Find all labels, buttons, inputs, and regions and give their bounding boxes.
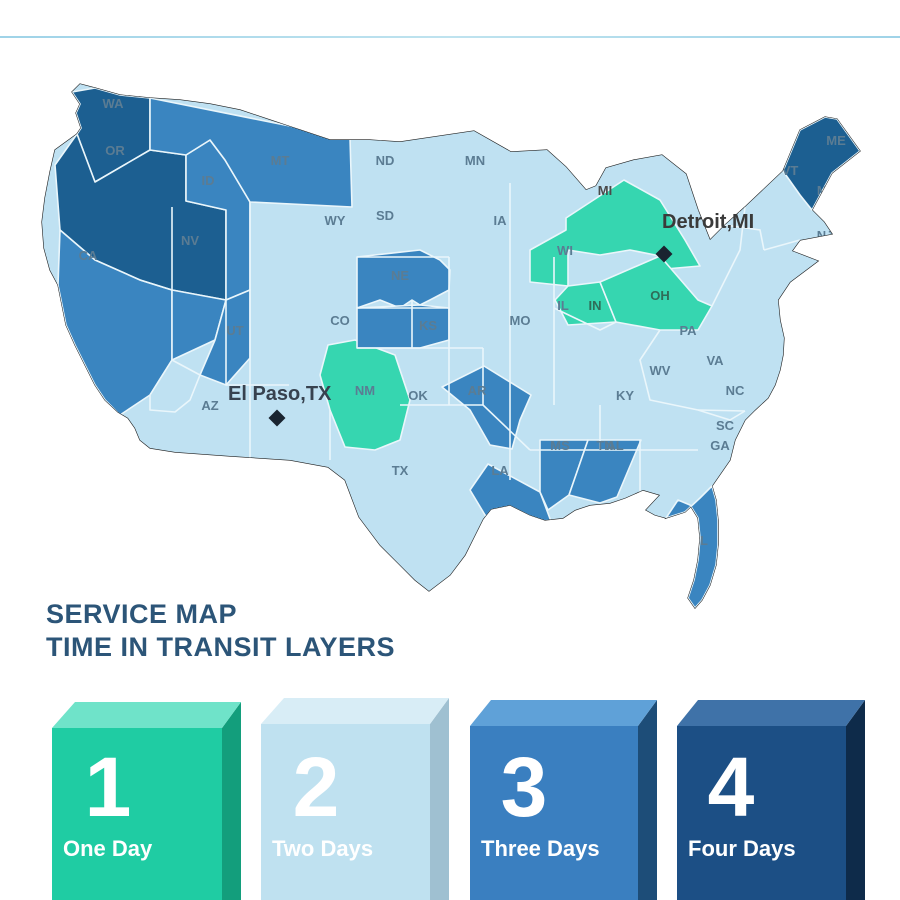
svg-text:AZ: AZ <box>201 398 218 413</box>
svg-text:OK: OK <box>408 388 428 403</box>
svg-text:CA: CA <box>79 248 98 263</box>
svg-text:KS: KS <box>419 318 437 333</box>
svg-text:IL: IL <box>557 298 569 313</box>
svg-text:VT: VT <box>782 163 799 178</box>
svg-text:IA: IA <box>494 213 508 228</box>
svg-text:3: 3 <box>501 740 548 834</box>
svg-text:SD: SD <box>376 208 394 223</box>
svg-text:MO: MO <box>510 313 531 328</box>
svg-text:NE: NE <box>391 268 409 283</box>
svg-text:Three Days: Three Days <box>481 836 600 861</box>
svg-text:WV: WV <box>650 363 671 378</box>
svg-text:Detroit,MI: Detroit,MI <box>662 211 754 233</box>
svg-text:SC: SC <box>716 418 735 433</box>
svg-text:One Day: One Day <box>63 836 153 861</box>
svg-text:NM: NM <box>355 383 375 398</box>
svg-text:TX: TX <box>392 463 409 478</box>
svg-text:MS: MS <box>550 438 570 453</box>
svg-text:OR: OR <box>105 143 125 158</box>
svg-text:MI: MI <box>598 183 612 198</box>
svg-text:El Paso,TX: El Paso,TX <box>228 383 332 405</box>
svg-text:ME: ME <box>826 133 846 148</box>
svg-text:Four Days: Four Days <box>688 836 796 861</box>
svg-text:Two Days: Two Days <box>272 836 373 861</box>
svg-text:LA: LA <box>491 463 509 478</box>
svg-text:ID: ID <box>202 173 215 188</box>
svg-text:1: 1 <box>85 740 132 834</box>
svg-text:UT: UT <box>226 323 243 338</box>
svg-text:TN: TN <box>596 438 613 453</box>
svg-text:IN: IN <box>589 298 602 313</box>
svg-text:4: 4 <box>708 740 755 834</box>
svg-text:PA: PA <box>679 323 697 338</box>
svg-text:WA: WA <box>103 96 125 111</box>
svg-text:VA: VA <box>706 353 724 368</box>
svg-text:CO: CO <box>330 313 350 328</box>
svg-text:GA: GA <box>710 438 730 453</box>
svg-text:MN: MN <box>465 153 485 168</box>
svg-text:NC: NC <box>726 383 745 398</box>
svg-text:MT: MT <box>271 153 290 168</box>
svg-text:KY: KY <box>616 388 634 403</box>
svg-text:ND: ND <box>376 153 395 168</box>
svg-text:WI: WI <box>557 243 573 258</box>
svg-text:2: 2 <box>293 740 340 834</box>
svg-text:WY: WY <box>325 213 346 228</box>
svg-text:OH: OH <box>650 288 670 303</box>
svg-text:NV: NV <box>181 233 199 248</box>
svg-text:FL: FL <box>692 533 708 548</box>
svg-text:AR: AR <box>468 383 487 398</box>
